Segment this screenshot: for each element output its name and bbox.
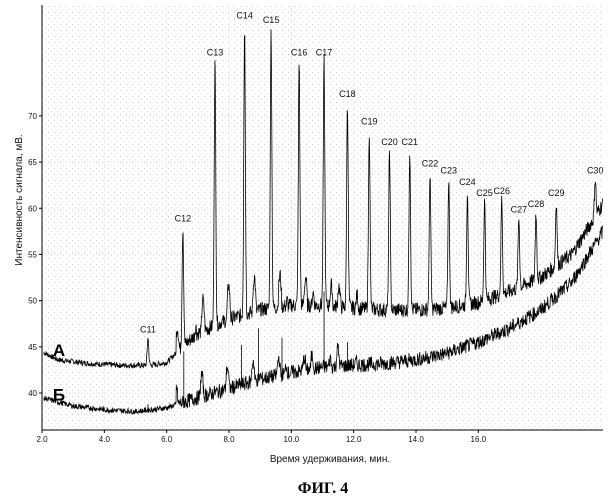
series-name: А [53,341,65,360]
x-tick-label: 12.0 [346,435,362,444]
trace-line [43,225,604,415]
y-tick-label: 40 [28,389,37,398]
y-tick-label: 60 [28,204,37,213]
peak-label: C29 [548,188,565,198]
y-tick-label: 55 [28,250,37,259]
y-tick-label: 45 [28,343,37,352]
peak-label: C25 [476,188,493,198]
y-tick-label: 65 [28,158,37,167]
trace-line [43,29,604,369]
peak-label: C19 [361,117,378,127]
y-tick-label: 70 [28,112,37,121]
x-axis-label: Время удерживания, мин. [270,454,390,465]
peak-label: C11 [140,325,156,335]
series-names: АБ [53,341,65,405]
peak-label: C13 [207,47,224,57]
x-tick-label: 10.0 [284,435,300,444]
peak-label: C16 [291,47,308,57]
peak-label: C17 [316,47,333,57]
peak-label: C18 [339,89,356,99]
peak-label: C22 [422,158,439,168]
peak-label: C30 [587,166,604,176]
peak-label: C28 [528,199,545,209]
peak-label: C27 [511,205,528,215]
x-tick-label: 2.0 [36,435,48,444]
peak-label: C24 [459,177,476,187]
x-tick-label: 4.0 [99,435,111,444]
x-tick-labels: 2.0 4.0 6.0 8.0 10.0 12.0 14.0 16.0 [36,430,487,444]
peak-label: C14 [236,10,253,20]
x-tick-label: 14.0 [408,435,424,444]
x-tick-label: 16.0 [471,435,487,444]
peak-label: C15 [263,15,280,25]
figure-caption: ФИГ. 4 [298,480,349,497]
series-name: Б [53,386,65,405]
traces [43,29,604,415]
x-tick-label: 6.0 [161,435,173,444]
peak-label: C20 [381,137,398,147]
y-tick-label: 50 [28,297,37,306]
peak-label: C12 [175,214,192,224]
x-tick-label: 8.0 [223,435,235,444]
peak-label: C26 [493,186,510,196]
peak-label: C23 [440,166,457,176]
axes [41,5,603,431]
y-tick-labels: 40 45 50 55 60 65 70 [28,112,42,398]
y-axis-label: Интенсивность сигнала, мВ. [14,134,25,265]
peak-label: C21 [402,137,419,147]
